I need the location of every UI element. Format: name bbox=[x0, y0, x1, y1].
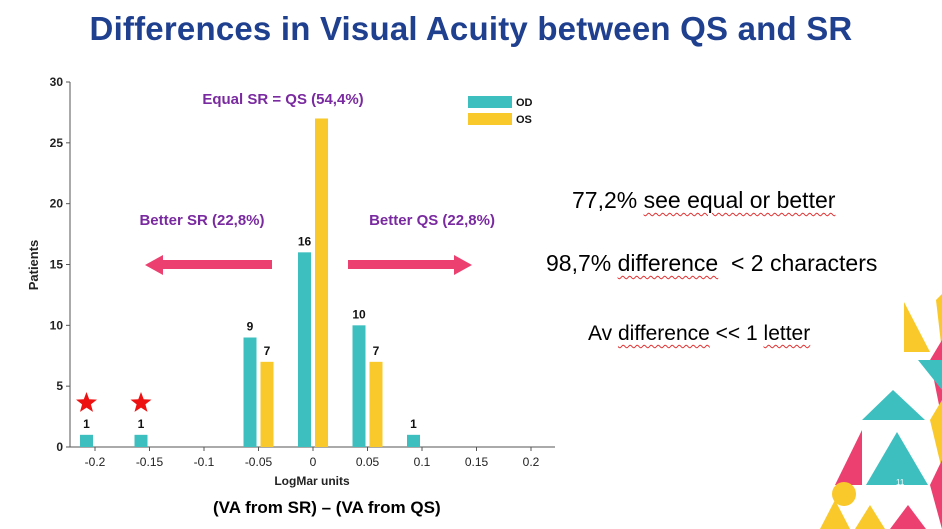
stat-3-word: difference bbox=[617, 322, 710, 345]
annotation-equal: Equal SR = QS (54,4%) bbox=[202, 91, 363, 108]
arrow-right-shaft bbox=[348, 260, 458, 269]
legend-label-od: OD bbox=[516, 97, 533, 109]
bar-od--0.2 bbox=[80, 434, 93, 447]
y-axis-title: Patients bbox=[26, 240, 41, 291]
chart-annotations: Equal SR = QS (54,4%) Better SR (22,8%) Be… bbox=[76, 91, 495, 412]
stat-3-mid: << 1 bbox=[709, 322, 764, 345]
stat-2-value: 98,7% bbox=[546, 250, 618, 276]
decor-triangle bbox=[890, 505, 926, 529]
stat-1-text: see equal or better bbox=[643, 187, 836, 213]
y-tick-label: 10 bbox=[50, 318, 64, 332]
x-tick-label: -0.05 bbox=[245, 455, 273, 469]
decor-triangle bbox=[835, 430, 862, 485]
decor-triangle bbox=[862, 390, 925, 420]
x-tick-label: 0.1 bbox=[414, 455, 431, 469]
bar-od-0 bbox=[298, 252, 311, 447]
x-tick-label: 0.2 bbox=[523, 455, 540, 469]
stat-2-text: < 2 characters bbox=[718, 250, 878, 276]
decorative-triangles bbox=[820, 294, 942, 529]
decor-triangle bbox=[904, 302, 930, 352]
data-label: 10 bbox=[352, 307, 366, 321]
stat-2-word: difference bbox=[617, 250, 719, 276]
stat-3-prefix: Av bbox=[588, 322, 618, 345]
x-axis-title: LogMar units bbox=[274, 474, 350, 488]
data-label: 7 bbox=[373, 344, 380, 358]
bar-od-0.05 bbox=[352, 325, 366, 447]
chart-axes bbox=[66, 81, 555, 451]
annotation-better-sr: Better SR (22,8%) bbox=[139, 212, 264, 229]
x-tick-label: -0.2 bbox=[85, 455, 106, 469]
chart-bars bbox=[80, 118, 420, 447]
stat-line-2: 98,7% difference < 2 characters bbox=[546, 250, 877, 277]
data-label: 9 bbox=[247, 320, 254, 334]
decor-triangle bbox=[855, 505, 885, 529]
bar-os-0 bbox=[315, 118, 328, 447]
decor-circle bbox=[832, 482, 856, 506]
legend-swatch-os bbox=[468, 113, 512, 125]
x-tick-label: 0.15 bbox=[465, 455, 489, 469]
stat-line-3: Av difference << 1 letter bbox=[588, 322, 810, 346]
y-tick-label: 0 bbox=[56, 440, 63, 454]
chart-legend: OD OS bbox=[468, 96, 533, 126]
stat-line-1: 77,2% see equal or better bbox=[572, 187, 835, 214]
x-tick-label: 0 bbox=[310, 455, 317, 469]
decor-triangle bbox=[930, 400, 942, 470]
y-tick-label: 20 bbox=[50, 197, 64, 211]
decor-triangle bbox=[820, 500, 850, 529]
y-tick-label: 15 bbox=[50, 258, 64, 272]
chart-tick-labels: 0 5 10 15 20 25 30 -0.2 -0.15 -0.1 -0.05 0 0.05 0.1 0.… bbox=[26, 75, 540, 488]
y-tick-label: 5 bbox=[56, 379, 63, 393]
legend-swatch-od bbox=[468, 96, 512, 108]
y-tick-label: 25 bbox=[50, 136, 64, 150]
arrow-left-shaft bbox=[160, 260, 272, 269]
stat-1-value: 77,2% bbox=[572, 187, 644, 213]
x-tick-label: -0.1 bbox=[194, 455, 215, 469]
bar-od-0.1 bbox=[407, 434, 420, 447]
data-label: 1 bbox=[83, 417, 90, 431]
decor-triangle bbox=[918, 360, 942, 390]
data-label: 1 bbox=[138, 417, 145, 431]
bar-os--0.05 bbox=[260, 361, 274, 447]
slide-title: Differences in Visual Acuity between QS … bbox=[89, 10, 853, 47]
y-tick-label: 30 bbox=[50, 75, 64, 89]
red-star-icon bbox=[76, 392, 97, 412]
stat-3-last: letter bbox=[763, 322, 811, 345]
decor-triangle bbox=[866, 432, 928, 485]
arrow-left-icon bbox=[145, 255, 163, 275]
data-label: 16 bbox=[298, 234, 312, 248]
arrow-right-icon bbox=[454, 255, 472, 275]
annotation-better-qs: Better QS (22,8%) bbox=[369, 212, 495, 229]
bar-os-0.05 bbox=[369, 361, 383, 447]
slide-number: 11 bbox=[896, 478, 905, 487]
decor-triangle bbox=[930, 460, 942, 529]
decor-triangle bbox=[936, 294, 942, 352]
red-star-icon bbox=[130, 392, 152, 412]
data-label: 1 bbox=[410, 417, 417, 431]
bar-od--0.05 bbox=[243, 337, 257, 447]
x-tick-label: -0.15 bbox=[136, 455, 164, 469]
bar-od--0.15 bbox=[134, 434, 148, 447]
chart-caption: (VA from SR) – (VA from QS) bbox=[213, 498, 441, 517]
x-tick-label: 0.05 bbox=[356, 455, 380, 469]
legend-label-os: OS bbox=[516, 114, 532, 126]
data-label: 7 bbox=[264, 344, 271, 358]
